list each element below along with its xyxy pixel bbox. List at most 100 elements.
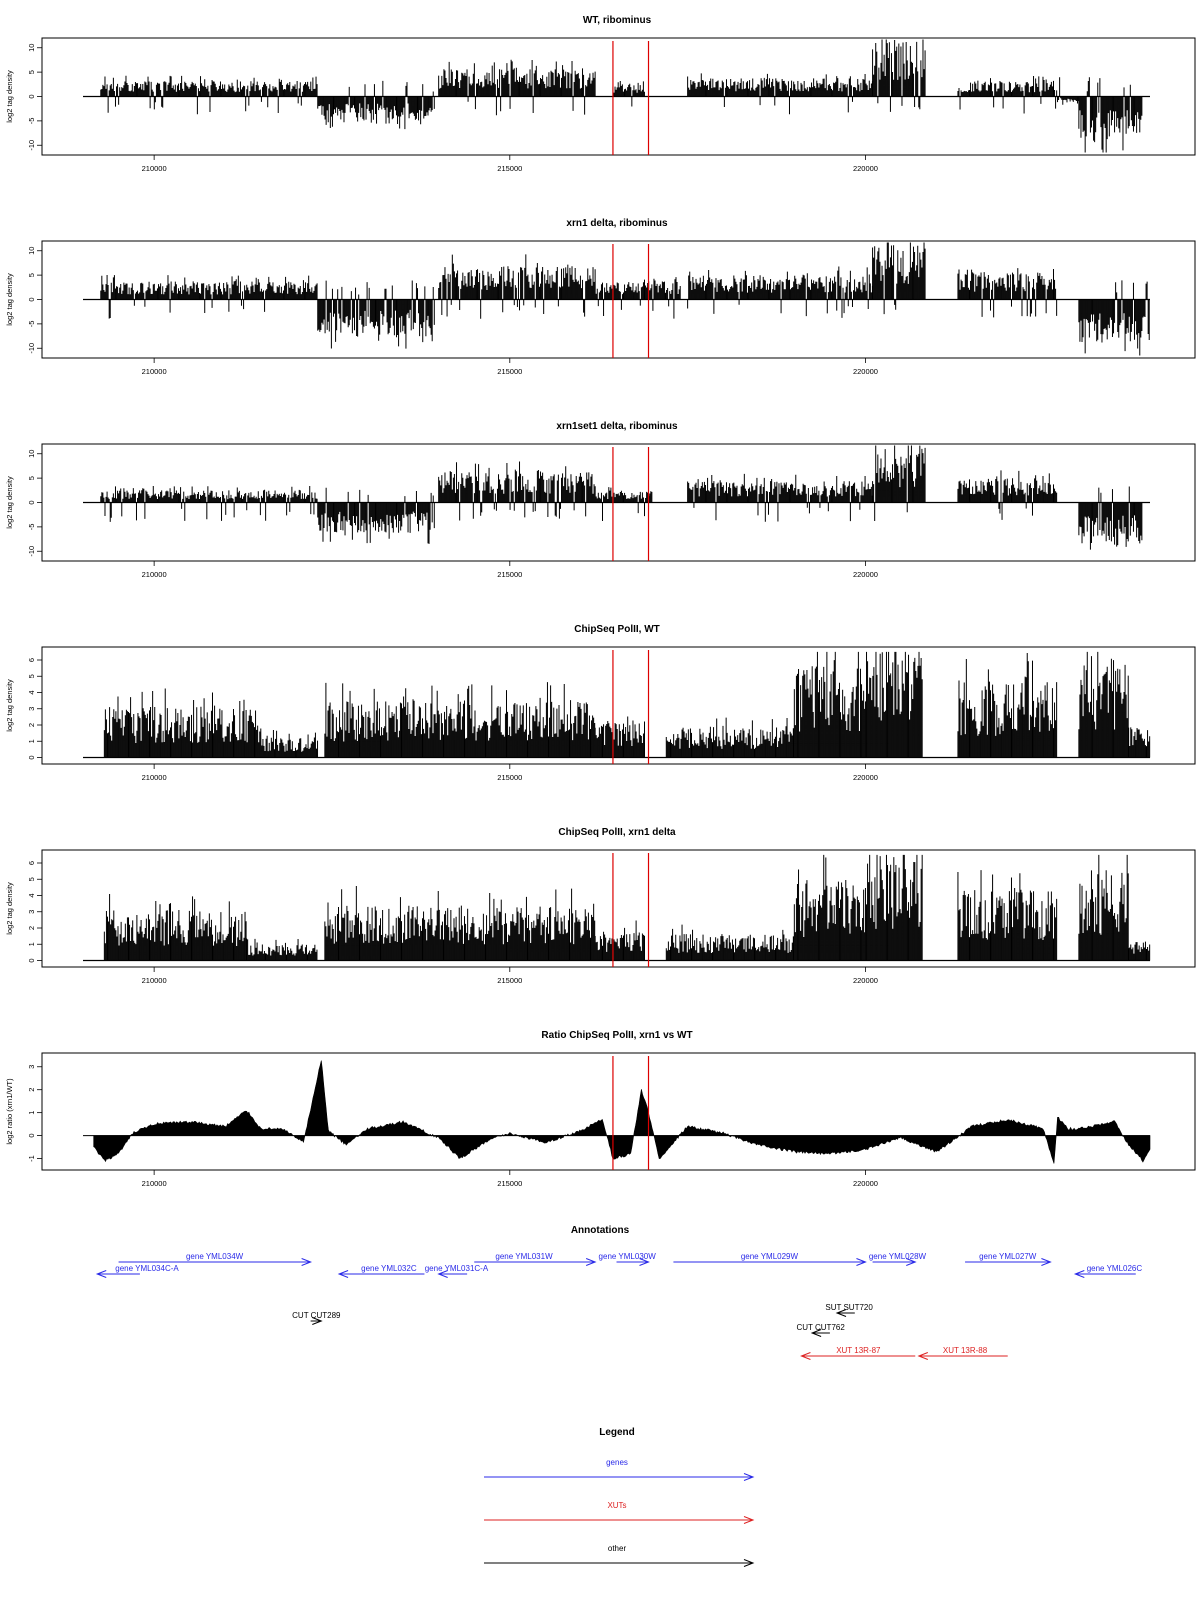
- arrow-head: [743, 1516, 755, 1524]
- chart-chipseq-xrn1: ChipSeq PolII, xrn1 delta log2 tag densit…: [5, 827, 1196, 985]
- plot-frame: [41, 1052, 1196, 1171]
- y-tick-label: 1: [27, 1111, 36, 1115]
- y-tick-label: 5: [27, 674, 36, 678]
- arrow-head: [810, 1329, 822, 1337]
- y-axis-label: log2 ratio (xrn1/WT): [5, 1078, 14, 1145]
- y-tick-label: 0: [27, 94, 36, 98]
- annotations-title: Annotations: [571, 1225, 630, 1236]
- y-axis-label: log2 tag density: [5, 273, 14, 326]
- plot-frame: [41, 849, 1196, 968]
- y-tick-label: 10: [27, 247, 36, 255]
- x-tick-label: 210000: [142, 164, 167, 173]
- annotation-gene: gene YML028W: [869, 1252, 927, 1266]
- arrow-head: [906, 1258, 917, 1266]
- annotation-gene: gene YML034C-A: [95, 1264, 179, 1278]
- annotation-gene: gene YML032C: [337, 1264, 425, 1278]
- y-tick-label: -10: [27, 343, 36, 354]
- arrow-head: [835, 1309, 847, 1317]
- annotation-label: gene YML034W: [186, 1252, 244, 1261]
- legend-label: XUTs: [607, 1501, 626, 1510]
- annotation-other: SUT SUT720: [825, 1303, 873, 1317]
- arrow-head: [1041, 1258, 1052, 1266]
- y-tick-label: 0: [27, 500, 36, 504]
- annotation-label: gene YML034C-A: [115, 1264, 179, 1273]
- y-tick-label: 2: [27, 926, 36, 930]
- y-tick-label: 2: [27, 1088, 36, 1092]
- annotation-label: gene YML031W: [495, 1252, 553, 1261]
- y-tick-label: 6: [27, 861, 36, 865]
- signal-bars: [100, 39, 1143, 153]
- bars: [103, 651, 1151, 758]
- y-axis-label: log2 tag density: [5, 882, 14, 935]
- annotation-label: gene YML028W: [869, 1252, 927, 1261]
- legend: Legend genes XUTs other: [484, 1427, 755, 1567]
- arrow-head: [337, 1270, 349, 1278]
- chart-title: ChipSeq PolII, xrn1 delta: [558, 827, 676, 838]
- arrow-head: [856, 1258, 867, 1266]
- y-axis-label: log2 tag density: [5, 679, 14, 732]
- legend-item-gene: genes: [484, 1458, 755, 1481]
- arrow-head: [437, 1270, 448, 1278]
- y-axis-label: log2 tag density: [5, 476, 14, 529]
- y-tick-label: -5: [27, 321, 36, 328]
- arrow-head: [639, 1258, 650, 1266]
- y-tick-label: -10: [27, 140, 36, 151]
- x-tick-label: 215000: [497, 1179, 522, 1188]
- y-tick-label: 3: [27, 707, 36, 711]
- x-tick-label: 220000: [853, 976, 878, 985]
- y-tick-label: -10: [27, 546, 36, 557]
- y-tick-label: 1: [27, 739, 36, 743]
- x-tick-label: 210000: [142, 773, 167, 782]
- annotation-xut: XUT 13R-88: [917, 1346, 1008, 1360]
- chart-title: WT, ribominus: [583, 15, 652, 26]
- arrow-head: [312, 1317, 323, 1325]
- y-tick-label: -5: [27, 118, 36, 125]
- bars: [100, 445, 1143, 550]
- y-tick-label: 3: [27, 910, 36, 914]
- y-tick-label: -5: [27, 524, 36, 531]
- annotation-label: gene YML026C: [1087, 1264, 1143, 1273]
- bars: [100, 242, 1150, 356]
- y-tick-label: 3: [27, 1065, 36, 1069]
- y-axis-label: log2 tag density: [5, 70, 14, 123]
- y-tick-label: 4: [27, 690, 36, 694]
- x-tick-label: 215000: [497, 367, 522, 376]
- y-tick-label: 0: [27, 755, 36, 759]
- legend-label: genes: [606, 1458, 628, 1467]
- annotation-gene: gene YML029W: [673, 1252, 867, 1266]
- signal-bars: [100, 242, 1150, 356]
- chart-xrn1set1-ribominus: xrn1set1 delta, ribominus log2 tag densit…: [5, 421, 1196, 579]
- y-tick-label: 10: [27, 450, 36, 458]
- x-tick-label: 210000: [142, 367, 167, 376]
- annotation-gene: gene YML034W: [118, 1252, 313, 1266]
- legend-label: other: [608, 1544, 627, 1553]
- arrow-head: [917, 1352, 928, 1360]
- x-tick-label: 215000: [497, 164, 522, 173]
- x-tick-label: 215000: [497, 773, 522, 782]
- y-tick-label: 2: [27, 723, 36, 727]
- annotation-label: gene YML032C: [361, 1264, 417, 1273]
- legend-title: Legend: [599, 1427, 635, 1438]
- y-tick-label: 5: [27, 273, 36, 277]
- annotation-label: CUT CUT762: [796, 1323, 845, 1332]
- bars: [103, 854, 1151, 961]
- annotation-other: CUT CUT762: [796, 1323, 845, 1337]
- x-tick-label: 210000: [142, 1179, 167, 1188]
- arrow-head: [95, 1270, 107, 1278]
- annotation-gene: gene YML027W: [965, 1252, 1052, 1266]
- annotation-xut: XUT 13R-87: [800, 1346, 916, 1360]
- x-tick-label: 210000: [142, 976, 167, 985]
- arrow-head: [585, 1258, 597, 1266]
- annotation-label: gene YML029W: [741, 1252, 799, 1261]
- chart-xrn1-ribominus: xrn1 delta, ribominus log2 tag density -10…: [5, 218, 1196, 376]
- y-tick-label: 10: [27, 44, 36, 52]
- chart-title: xrn1set1 delta, ribominus: [556, 421, 678, 432]
- y-tick-label: 5: [27, 476, 36, 480]
- plot-frame: [41, 646, 1196, 765]
- arrow-head: [800, 1352, 811, 1360]
- chart-wt-ribominus: WT, ribominus log2 tag density -10 -5 0 5 10 21…: [5, 15, 1196, 173]
- chart-title: xrn1 delta, ribominus: [566, 218, 668, 229]
- signal-bars: [103, 651, 1151, 758]
